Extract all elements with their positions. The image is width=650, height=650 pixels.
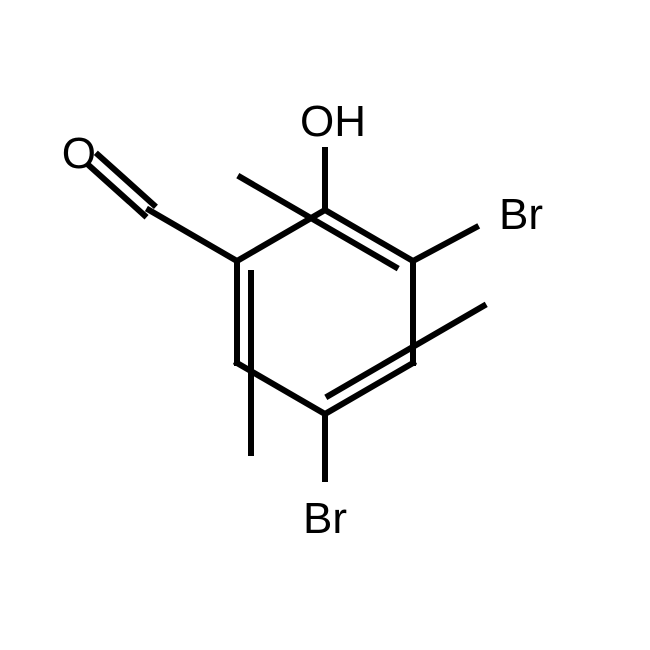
atom-label-O_oh: OH	[300, 97, 366, 146]
atom-label-Br2: Br	[499, 190, 543, 239]
atom-label-Br4: Br	[303, 494, 347, 543]
bond-line	[149, 210, 237, 261]
bond-line	[237, 210, 325, 261]
bond-line	[240, 177, 395, 267]
atom-label-O_ald: O	[62, 129, 96, 178]
bond-line	[328, 306, 483, 396]
bond-line	[413, 227, 476, 261]
molecule-diagram: O OH Br Br	[0, 0, 650, 650]
